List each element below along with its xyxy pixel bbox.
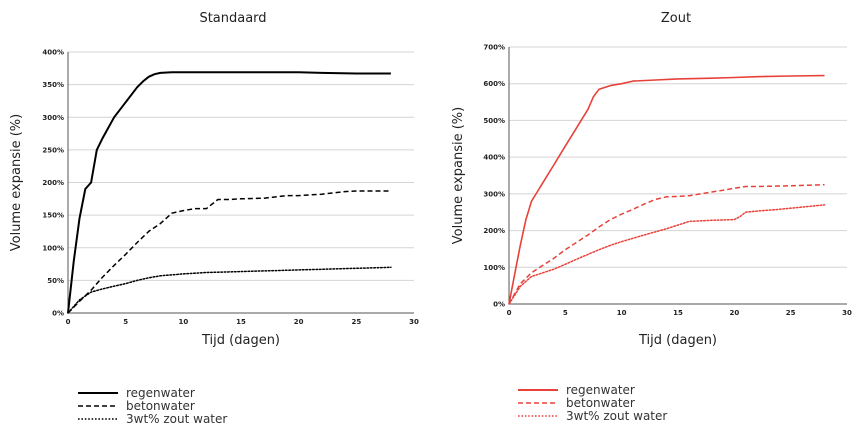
x-tick-label: 10 (617, 309, 627, 317)
x-tick-label: 15 (673, 309, 683, 317)
x-axis-label: Tijd (dagen) (638, 333, 717, 348)
y-tick-label: 600% (483, 80, 505, 88)
legend-label: betonwater (566, 396, 635, 410)
legend-label: betonwater (126, 399, 195, 413)
y-tick-label: 700% (483, 44, 505, 52)
y-tick-label: 200% (483, 227, 505, 235)
legend-label: 3wt% zout water (126, 412, 227, 426)
x-tick-label: 15 (236, 318, 246, 326)
x-tick-label: 20 (729, 309, 739, 317)
legend-label: regenwater (126, 386, 195, 400)
chart-title: Zout (661, 11, 691, 26)
y-tick-label: 500% (483, 117, 505, 125)
y-tick-label: 100% (42, 244, 64, 252)
legend-label: 3wt% zout water (566, 409, 667, 423)
y-axis-label: Volume expansie (%) (451, 107, 466, 244)
y-tick-label: 200% (42, 179, 64, 187)
x-tick-label: 25 (351, 318, 361, 326)
x-tick-label: 0 (66, 318, 71, 326)
series-line-betonwater (508, 183, 825, 305)
series-line-3wt-zout-water (67, 266, 392, 314)
y-tick-label: 100% (483, 264, 505, 272)
x-tick-label: 5 (563, 309, 568, 317)
chart-zout: Zout 0% 100% 200% 300% 400% 500% 600% 700% 0 5 10 15… (451, 11, 852, 423)
x-tick-label: 5 (123, 318, 128, 326)
y-tick-label: 300% (483, 190, 505, 198)
y-tick-label: 0% (52, 310, 64, 318)
x-tick-label: 30 (842, 309, 852, 317)
y-tick-label: 150% (42, 212, 64, 220)
x-tick-label: 30 (409, 318, 419, 326)
x-tick-label: 20 (294, 318, 304, 326)
y-tick-label: 0% (493, 301, 505, 309)
series-line-3wt-zout-water (508, 204, 826, 305)
chart-standaard: Standaard 0% 50% 100% 150% 200% 250% 300% 350% 40… (9, 11, 419, 426)
y-tick-label: 400% (42, 49, 64, 57)
y-tick-label: 50% (47, 277, 64, 285)
x-tick-label: 10 (178, 318, 188, 326)
y-tick-label: 400% (483, 154, 505, 162)
series-line-regenwater (67, 71, 391, 314)
legend-label: regenwater (566, 383, 635, 397)
x-tick-label: 0 (507, 309, 512, 317)
chart-title: Standaard (199, 11, 266, 26)
y-axis-label: Volume expansie (%) (9, 114, 24, 251)
x-axis-label: Tijd (dagen) (201, 333, 280, 348)
y-tick-label: 300% (42, 114, 64, 122)
y-tick-label: 350% (42, 81, 64, 89)
y-tick-label: 250% (42, 146, 64, 154)
x-tick-label: 25 (786, 309, 796, 317)
series-line-regenwater (508, 74, 825, 305)
series-line-betonwater (67, 190, 391, 314)
